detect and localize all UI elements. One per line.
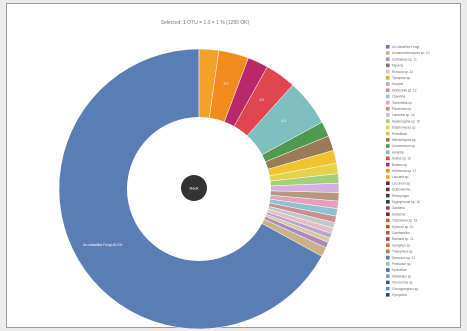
legend-swatch[interactable] [386, 119, 390, 123]
legend-item-label[interactable]: Un-classified Fungi [392, 45, 419, 49]
legend-item-label[interactable]: Xerocomus sp. [392, 281, 413, 285]
legend-swatch[interactable] [386, 175, 390, 179]
legend-swatch[interactable] [386, 193, 390, 198]
legend-item-label[interactable]: Laccaria sp. [392, 175, 409, 179]
legend-swatch[interactable] [386, 268, 390, 272]
pie-slice-labels: Un-classified Fungi 62.0% 4.0 3.0 3.0 [83, 81, 286, 247]
legend-item-label[interactable]: Cantharellus [392, 231, 410, 235]
legend-swatch[interactable] [386, 131, 390, 136]
legend-swatch[interactable] [386, 169, 390, 173]
legend-item-label[interactable]: Hyaloscypha sp. 15 [392, 119, 420, 123]
legend-item-label[interactable]: Ramaria sp. 21 [392, 237, 414, 241]
legend-item-label[interactable]: Penicillium [392, 132, 408, 136]
legend-swatch[interactable] [386, 187, 390, 192]
chart-frame: Selected: 1 OTU = 1.0 = 1 % (1280 OK) Un… [6, 3, 461, 329]
legend-item-label[interactable]: Lactarius sp. 14 [392, 113, 415, 117]
pie-slice-label: 4.0 [281, 119, 286, 123]
legend-item-label[interactable]: Inocybe [392, 82, 403, 86]
legend-item-label[interactable]: Thelephora sp. [392, 250, 413, 254]
legend-swatch[interactable] [386, 249, 390, 254]
legend-swatch[interactable] [386, 82, 390, 86]
legend-item-label[interactable]: Hebeloma sp. 17 [392, 169, 416, 173]
pie-chart: Selected: 1 OTU = 1.0 = 1 % (1280 OK) Un… [58, 20, 430, 329]
back-button-label[interactable]: Back [190, 186, 199, 191]
legend-item-label[interactable]: Meliniomyces sp. [392, 138, 417, 142]
legend-item-label[interactable]: Albatrellus sp. [392, 274, 412, 278]
legend-swatch[interactable] [386, 88, 390, 92]
legend-item-label[interactable]: Archaeorhizomyces sp. 10 [392, 51, 430, 55]
legend-swatch[interactable] [386, 138, 390, 142]
legend-swatch[interactable] [386, 181, 390, 185]
pie-slice-label: 3.0 [260, 98, 265, 102]
legend-item-label[interactable]: Hygrophorus sp. 18 [392, 200, 420, 204]
legend-item-label[interactable]: Gautieria [392, 206, 405, 210]
legend-item-label[interactable]: Phellodon sp. [392, 262, 411, 266]
legend-item-label[interactable]: Tomentella sp. [392, 101, 413, 105]
legend-item-label[interactable]: Cenococcum sp. [392, 144, 416, 148]
legend-swatch[interactable] [386, 125, 390, 130]
legend-swatch[interactable] [386, 212, 390, 216]
legend-item-label[interactable]: Hydnellum [392, 268, 407, 272]
legend-item-label[interactable]: Sebacina [392, 212, 406, 216]
legend-item-label[interactable]: Tylospora sp. [392, 76, 411, 80]
legend-swatch[interactable] [386, 69, 390, 74]
legend-item-label[interactable]: Russula sp. 12 [392, 70, 413, 74]
legend-swatch[interactable] [386, 45, 390, 49]
legend-swatch[interactable] [386, 113, 390, 117]
legend-swatch[interactable] [386, 156, 390, 161]
legend-swatch[interactable] [386, 243, 390, 247]
legend-swatch[interactable] [386, 57, 390, 61]
legend-item-label[interactable]: Hydnum sp. 20 [392, 225, 414, 229]
legend-swatch[interactable] [386, 237, 390, 241]
legend-swatch[interactable] [386, 100, 390, 105]
legend-swatch[interactable] [386, 107, 390, 111]
legend-swatch[interactable] [386, 63, 390, 68]
legend-item-label[interactable]: Suillus sp. 16 [392, 157, 411, 161]
legend-item-label[interactable]: Boletus sp. [392, 163, 408, 167]
legend-swatch[interactable] [386, 144, 390, 148]
legend-swatch[interactable] [386, 76, 390, 80]
legend-swatch[interactable] [386, 286, 390, 291]
legend-swatch[interactable] [386, 51, 390, 55]
legend-swatch[interactable] [386, 231, 390, 235]
legend: Un-classified Fungi Archaeorhizomyces sp.… [386, 45, 430, 297]
pie-slice-label: Un-classified Fungi 62.0% [83, 243, 122, 247]
legend-swatch[interactable] [386, 255, 390, 260]
chart-title: Selected: 1 OTU = 1.0 = 1 % (1280 OK) [161, 20, 250, 26]
legend-item-label[interactable]: Cortinarius sp. 11 [392, 57, 417, 61]
legend-item-label[interactable]: Leccinum sp. [392, 181, 411, 185]
legend-swatch[interactable] [386, 224, 390, 229]
legend-swatch[interactable] [386, 280, 390, 285]
legend-item-label[interactable]: Elaphomyces sp. [392, 126, 416, 130]
legend-swatch[interactable] [386, 150, 390, 154]
legend-item-label[interactable]: Rhizopogon [392, 194, 409, 198]
legend-item-label[interactable]: Tricholoma sp. 19 [392, 219, 417, 223]
legend-item-label[interactable]: Clavulina [392, 95, 405, 99]
legend-swatch[interactable] [386, 94, 390, 99]
legend-swatch[interactable] [386, 200, 390, 204]
legend-item-label[interactable]: Gomphus sp. [392, 243, 411, 247]
legend-swatch[interactable] [386, 274, 390, 278]
legend-swatch[interactable] [386, 218, 390, 223]
legend-item-label[interactable]: Mortierella sp. 13 [392, 88, 417, 92]
legend-swatch[interactable] [386, 206, 390, 210]
pie-slice-label: 3.0 [224, 81, 229, 85]
legend-item-label[interactable]: Gyroporus [392, 293, 407, 297]
legend-item-label[interactable]: Amanita [392, 150, 404, 154]
legend-swatch[interactable] [386, 262, 390, 266]
legend-item-label[interactable]: Mycena [392, 64, 403, 68]
legend-swatch[interactable] [386, 162, 390, 167]
legend-swatch[interactable] [386, 293, 390, 297]
legend-item-label[interactable]: Piloderma sp. [392, 107, 412, 111]
back-button[interactable] [181, 175, 207, 201]
legend-item-label[interactable]: Scleroderma [392, 188, 410, 192]
legend-item-label[interactable]: Sarcodon sp. 22 [392, 256, 415, 260]
legend-item-label[interactable]: Chroogomphus sp. [392, 287, 419, 291]
